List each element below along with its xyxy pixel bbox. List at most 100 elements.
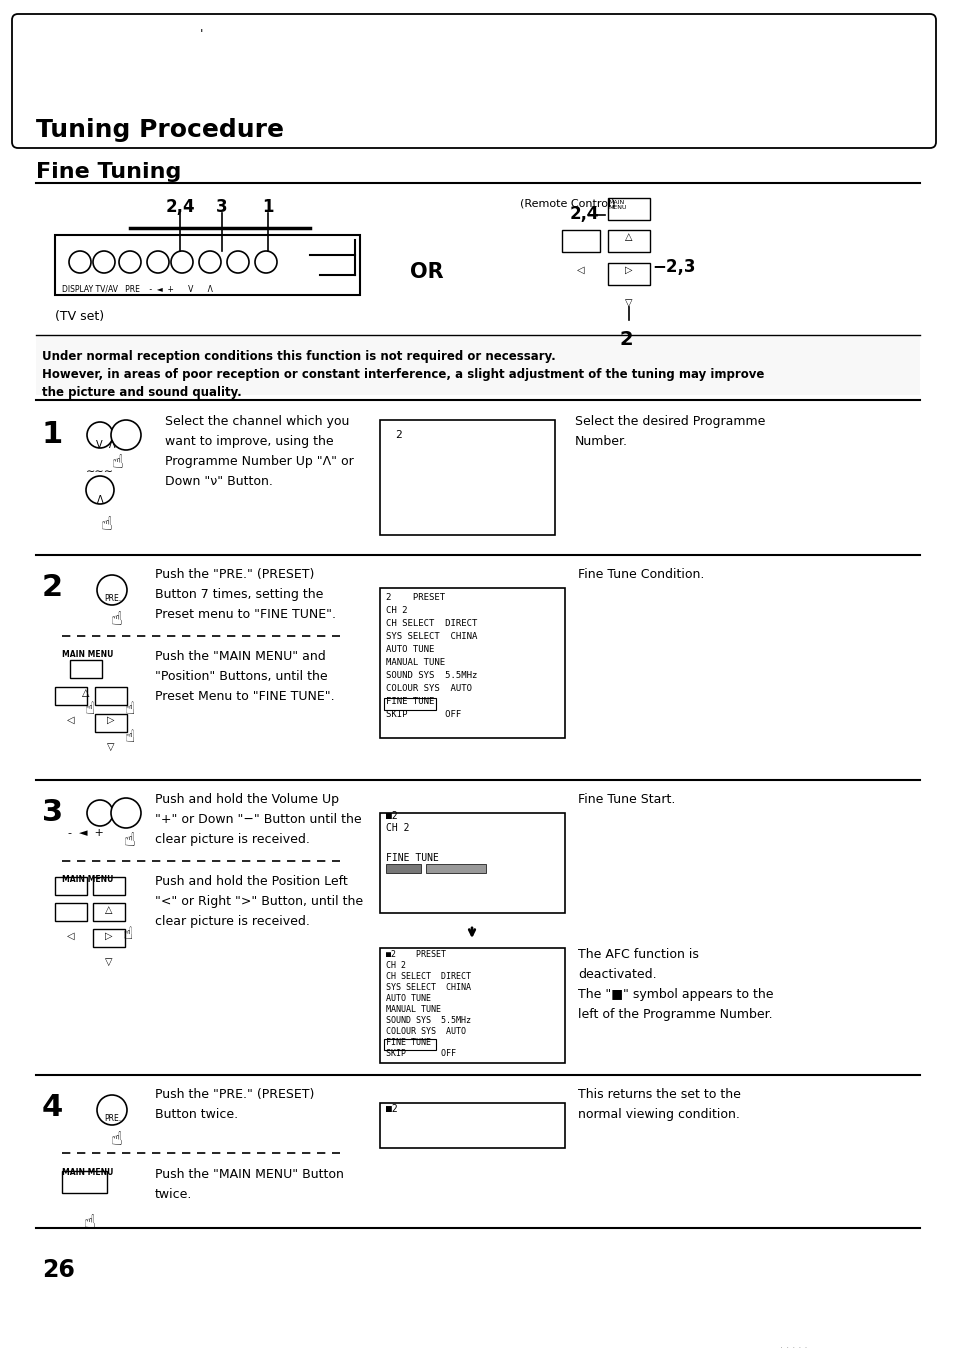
Text: CH 2: CH 2: [386, 823, 409, 832]
Text: Tuning Procedure: Tuning Procedure: [36, 117, 284, 142]
Circle shape: [147, 251, 169, 272]
Circle shape: [86, 476, 113, 505]
Circle shape: [97, 575, 127, 604]
Text: (Remote Control): (Remote Control): [519, 198, 615, 208]
Text: −2,3: −2,3: [651, 258, 695, 277]
Text: Select the channel which you
want to improve, using the
Programme Number Up "Λ" : Select the channel which you want to imp…: [165, 415, 354, 488]
Circle shape: [171, 251, 193, 272]
Text: . . . . .: . . . . .: [780, 1340, 806, 1349]
Circle shape: [119, 251, 141, 272]
Text: AUTO TUNE: AUTO TUNE: [386, 645, 434, 654]
Text: ▷: ▷: [107, 715, 114, 724]
Bar: [384, 1039, 436, 1050]
Text: CH 2: CH 2: [386, 960, 406, 970]
Text: △: △: [82, 688, 90, 697]
Circle shape: [227, 251, 249, 272]
Text: PRE.: PRE.: [104, 1114, 121, 1122]
Bar: [55, 235, 359, 295]
Text: ': ': [200, 28, 203, 40]
Text: SOUND SYS  5.5MHz: SOUND SYS 5.5MHz: [386, 670, 476, 680]
Text: MANUAL TUNE: MANUAL TUNE: [386, 1005, 440, 1014]
Text: MAIN
MENU: MAIN MENU: [607, 200, 626, 210]
Text: ◁: ◁: [67, 931, 74, 942]
Text: Λ: Λ: [96, 495, 103, 505]
Text: △: △: [105, 905, 112, 915]
Text: ☝: ☝: [124, 831, 135, 850]
Circle shape: [69, 251, 91, 272]
Text: However, in areas of poor reception or constant interference, a slight adjustmen: However, in areas of poor reception or c…: [42, 368, 763, 380]
Text: Push the "MAIN MENU" Button
twice.: Push the "MAIN MENU" Button twice.: [154, 1168, 343, 1201]
Text: 1: 1: [42, 420, 63, 449]
Text: ☝: ☝: [111, 1130, 123, 1149]
Text: 4: 4: [42, 1093, 63, 1122]
Text: This returns the set to the
normal viewing condition.: This returns the set to the normal viewi…: [578, 1089, 740, 1121]
Bar: [379, 1103, 564, 1148]
Text: Push the "MAIN MENU" and
"Position" Buttons, until the
Preset Menu to "FINE TUNE: Push the "MAIN MENU" and "Position" Butt…: [154, 650, 335, 703]
Text: SKIP       OFF: SKIP OFF: [386, 1050, 456, 1058]
Text: 3: 3: [42, 799, 63, 827]
Text: ◁: ◁: [577, 264, 584, 275]
Bar: [561, 229, 599, 252]
Text: ▷: ▷: [624, 264, 632, 275]
Text: ☝: ☝: [111, 610, 123, 629]
Bar: [379, 588, 564, 738]
Bar: [607, 198, 649, 220]
Text: CH SELECT  DIRECT: CH SELECT DIRECT: [386, 619, 476, 629]
Text: MAIN MENU: MAIN MENU: [62, 650, 113, 660]
Bar: [386, 863, 420, 873]
Bar: [36, 335, 919, 395]
Text: Fine Tuning: Fine Tuning: [36, 162, 181, 182]
Bar: [55, 687, 87, 706]
Text: AUTO TUNE: AUTO TUNE: [386, 994, 431, 1004]
Text: ▽: ▽: [107, 742, 114, 751]
Text: ☝: ☝: [85, 700, 95, 718]
Text: Push and hold the Volume Up
"+" or Down "−" Button until the
clear picture is re: Push and hold the Volume Up "+" or Down …: [154, 793, 361, 846]
Text: MAIN MENU: MAIN MENU: [62, 876, 113, 884]
Text: CH SELECT  DIRECT: CH SELECT DIRECT: [386, 973, 471, 981]
Circle shape: [199, 251, 221, 272]
Text: ☝: ☝: [112, 453, 124, 472]
Text: MAIN MENU: MAIN MENU: [62, 1168, 113, 1176]
Bar: [95, 687, 127, 706]
Circle shape: [92, 251, 115, 272]
Text: ■2: ■2: [386, 1103, 397, 1114]
Bar: [55, 877, 87, 894]
Text: 2,4: 2,4: [569, 205, 599, 223]
Text: ◁: ◁: [67, 715, 74, 724]
Circle shape: [87, 800, 112, 826]
Text: Push the "PRE." (PRESET)
Button twice.: Push the "PRE." (PRESET) Button twice.: [154, 1089, 314, 1121]
Bar: [607, 229, 649, 252]
Text: 2    PRESET: 2 PRESET: [386, 594, 445, 602]
Text: COLOUR SYS  AUTO: COLOUR SYS AUTO: [386, 684, 472, 693]
Text: (TV set): (TV set): [55, 310, 104, 322]
Bar: [379, 420, 555, 536]
Circle shape: [254, 251, 276, 272]
Text: Under normal reception conditions this function is not required or necessary.: Under normal reception conditions this f…: [42, 349, 556, 363]
Text: MANUAL TUNE: MANUAL TUNE: [386, 658, 445, 666]
Text: Select the desired Programme
Number.: Select the desired Programme Number.: [575, 415, 764, 448]
Text: ☝: ☝: [101, 515, 112, 534]
Text: 1: 1: [262, 198, 274, 216]
Text: Push and hold the Position Left
"<" or Right ">" Button, until the
clear picture: Push and hold the Position Left "<" or R…: [154, 876, 363, 928]
Bar: [379, 948, 564, 1063]
Text: SYS SELECT  CHINA: SYS SELECT CHINA: [386, 983, 471, 992]
Text: Fine Tune Condition.: Fine Tune Condition.: [578, 568, 703, 581]
Bar: [95, 714, 127, 733]
Text: The AFC function is
deactivated.
The "■" symbol appears to the
left of the Progr: The AFC function is deactivated. The "■"…: [578, 948, 773, 1021]
Text: OR: OR: [410, 262, 443, 282]
Text: ∼∼∼: ∼∼∼: [86, 467, 114, 478]
Text: 3: 3: [216, 198, 228, 216]
Bar: [70, 660, 102, 679]
Text: PRE.: PRE.: [104, 594, 121, 603]
Bar: [92, 877, 125, 894]
Text: Fine Tune Start.: Fine Tune Start.: [578, 793, 675, 805]
Circle shape: [97, 1095, 127, 1125]
Text: FINE TUNE: FINE TUNE: [386, 853, 438, 863]
Text: 2,4: 2,4: [165, 198, 194, 216]
Text: FINE TUNE: FINE TUNE: [386, 1037, 431, 1047]
Text: Push the "PRE." (PRESET)
Button 7 times, setting the
Preset menu to "FINE TUNE".: Push the "PRE." (PRESET) Button 7 times,…: [154, 568, 335, 621]
Text: ▽: ▽: [624, 298, 632, 308]
Text: DISPLAY TV/AV   PRE    -  ◄  +      V      Λ: DISPLAY TV/AV PRE - ◄ + V Λ: [62, 285, 213, 294]
Text: SYS SELECT  CHINA: SYS SELECT CHINA: [386, 631, 476, 641]
Bar: [384, 697, 436, 710]
